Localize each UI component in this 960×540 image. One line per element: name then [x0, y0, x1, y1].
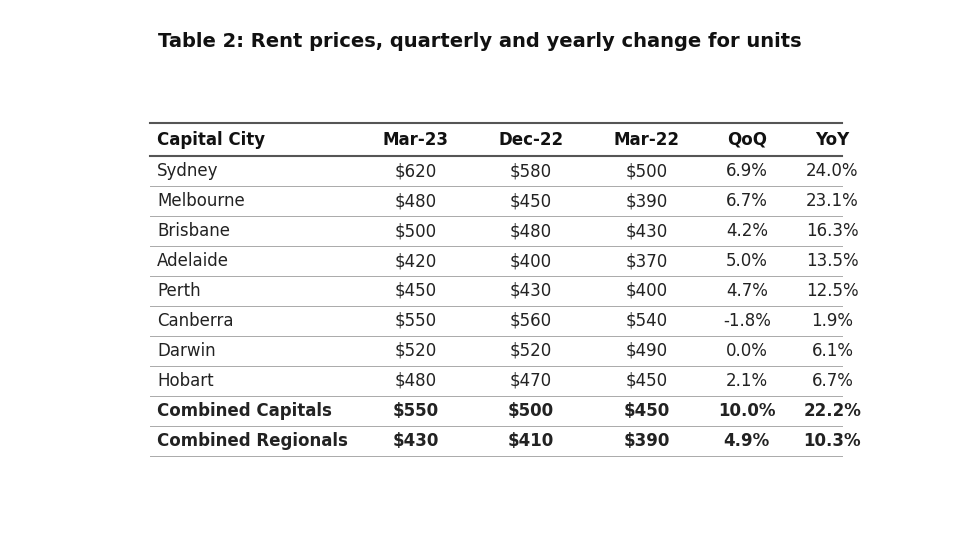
Text: Capital City: Capital City: [157, 131, 265, 149]
Text: 1.9%: 1.9%: [811, 312, 853, 330]
Text: Dec-22: Dec-22: [498, 131, 564, 149]
Text: $500: $500: [625, 162, 667, 180]
Text: 13.5%: 13.5%: [806, 252, 858, 270]
Text: 22.2%: 22.2%: [804, 402, 861, 420]
Text: $450: $450: [510, 192, 552, 210]
Text: Darwin: Darwin: [157, 342, 216, 360]
Text: 6.1%: 6.1%: [811, 342, 853, 360]
Text: Table 2: Rent prices, quarterly and yearly change for units: Table 2: Rent prices, quarterly and year…: [158, 32, 802, 51]
Text: $470: $470: [510, 372, 552, 390]
Text: 6.9%: 6.9%: [726, 162, 768, 180]
Text: $520: $520: [510, 342, 552, 360]
Text: Adelaide: Adelaide: [157, 252, 229, 270]
Text: 0.0%: 0.0%: [726, 342, 768, 360]
Text: Perth: Perth: [157, 282, 201, 300]
Text: Hobart: Hobart: [157, 372, 214, 390]
Text: $550: $550: [393, 402, 439, 420]
Text: YoY: YoY: [815, 131, 850, 149]
Text: $410: $410: [508, 431, 554, 450]
Text: Melbourne: Melbourne: [157, 192, 245, 210]
Text: $450: $450: [623, 402, 669, 420]
Text: QoQ: QoQ: [727, 131, 767, 149]
Text: Sydney: Sydney: [157, 162, 219, 180]
Text: 4.9%: 4.9%: [724, 431, 770, 450]
Text: $390: $390: [625, 192, 667, 210]
Text: $430: $430: [625, 222, 667, 240]
Text: $430: $430: [393, 431, 439, 450]
Text: Mar-23: Mar-23: [383, 131, 448, 149]
Text: 6.7%: 6.7%: [811, 372, 853, 390]
Text: $370: $370: [625, 252, 667, 270]
Text: 16.3%: 16.3%: [806, 222, 858, 240]
Text: 10.3%: 10.3%: [804, 431, 861, 450]
Text: 4.2%: 4.2%: [726, 222, 768, 240]
Text: Mar-22: Mar-22: [613, 131, 680, 149]
Text: 4.7%: 4.7%: [726, 282, 768, 300]
Text: 5.0%: 5.0%: [726, 252, 768, 270]
Text: $620: $620: [395, 162, 437, 180]
Text: $540: $540: [625, 312, 667, 330]
Text: Combined Regionals: Combined Regionals: [157, 431, 348, 450]
Text: $500: $500: [395, 222, 437, 240]
Text: $450: $450: [625, 372, 667, 390]
Text: $450: $450: [395, 282, 437, 300]
Text: -1.8%: -1.8%: [723, 312, 771, 330]
Text: $430: $430: [510, 282, 552, 300]
Text: $400: $400: [510, 252, 552, 270]
Text: $490: $490: [625, 342, 667, 360]
Text: Brisbane: Brisbane: [157, 222, 230, 240]
Text: 2.1%: 2.1%: [726, 372, 768, 390]
Text: $480: $480: [395, 372, 437, 390]
Text: $560: $560: [510, 312, 552, 330]
Text: $500: $500: [508, 402, 554, 420]
Text: 6.7%: 6.7%: [726, 192, 768, 210]
Text: 10.0%: 10.0%: [718, 402, 776, 420]
Text: $550: $550: [395, 312, 437, 330]
Text: $580: $580: [510, 162, 552, 180]
Text: $420: $420: [395, 252, 437, 270]
Text: $390: $390: [623, 431, 669, 450]
Text: 24.0%: 24.0%: [806, 162, 858, 180]
Text: 23.1%: 23.1%: [806, 192, 859, 210]
Text: $400: $400: [625, 282, 667, 300]
Text: $480: $480: [510, 222, 552, 240]
Text: $480: $480: [395, 192, 437, 210]
Text: 12.5%: 12.5%: [806, 282, 858, 300]
Text: $520: $520: [395, 342, 437, 360]
Text: Canberra: Canberra: [157, 312, 233, 330]
Text: Combined Capitals: Combined Capitals: [157, 402, 332, 420]
